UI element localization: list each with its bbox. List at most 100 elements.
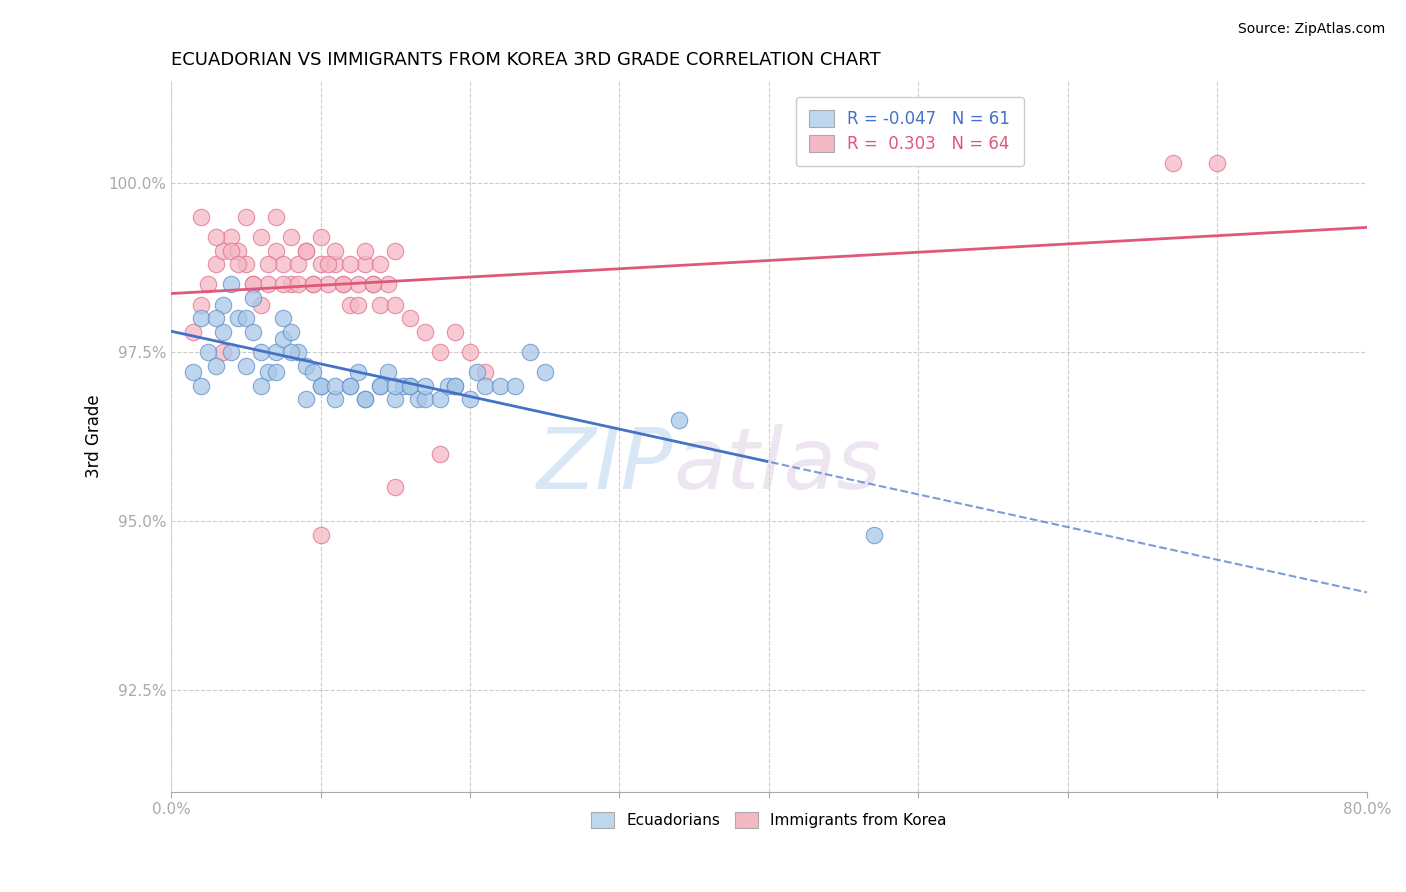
Point: [294, 244, 316, 258]
Point: [287, 277, 309, 292]
Point: [316, 257, 339, 271]
Point: [332, 277, 354, 292]
Point: [325, 257, 347, 271]
Point: [368, 298, 391, 312]
Text: ECUADORIAN VS IMMIGRANTS FROM KOREA 3RD GRADE CORRELATION CHART: ECUADORIAN VS IMMIGRANTS FROM KOREA 3RD …: [172, 51, 880, 69]
Point: [190, 379, 212, 393]
Point: [474, 379, 496, 393]
Point: [287, 345, 309, 359]
Point: [309, 257, 332, 271]
Point: [413, 379, 436, 393]
Point: [302, 365, 325, 379]
Point: [406, 392, 429, 407]
Point: [325, 392, 347, 407]
Point: [294, 359, 316, 373]
Point: [1206, 155, 1229, 169]
Point: [316, 277, 339, 292]
Point: [242, 277, 264, 292]
Point: [429, 392, 451, 407]
Point: [212, 298, 235, 312]
Point: [339, 298, 361, 312]
Point: [264, 365, 287, 379]
Point: [354, 244, 377, 258]
Point: [205, 230, 228, 244]
Point: [325, 379, 347, 393]
Point: [226, 244, 249, 258]
Point: [271, 257, 294, 271]
Point: [368, 379, 391, 393]
Text: Source: ZipAtlas.com: Source: ZipAtlas.com: [1237, 22, 1385, 37]
Point: [325, 244, 347, 258]
Point: [205, 311, 228, 326]
Point: [264, 210, 287, 224]
Point: [309, 528, 332, 542]
Point: [242, 277, 264, 292]
Point: [309, 379, 332, 393]
Point: [399, 311, 422, 326]
Legend: Ecuadorians, Immigrants from Korea: Ecuadorians, Immigrants from Korea: [585, 805, 953, 834]
Point: [533, 365, 555, 379]
Point: [226, 311, 249, 326]
Point: [361, 277, 384, 292]
Point: [264, 244, 287, 258]
Point: [235, 311, 257, 326]
Text: ZIP: ZIP: [537, 424, 673, 507]
Point: [271, 311, 294, 326]
Point: [391, 379, 413, 393]
Point: [280, 345, 302, 359]
Point: [368, 379, 391, 393]
Point: [235, 257, 257, 271]
Point: [399, 379, 422, 393]
Point: [212, 244, 235, 258]
Point: [384, 244, 406, 258]
Point: [280, 325, 302, 339]
Point: [474, 365, 496, 379]
Point: [489, 379, 512, 393]
Point: [205, 359, 228, 373]
Point: [668, 413, 690, 427]
Point: [377, 365, 399, 379]
Point: [257, 277, 280, 292]
Point: [332, 277, 354, 292]
Point: [1161, 155, 1184, 169]
Point: [384, 298, 406, 312]
Point: [212, 325, 235, 339]
Point: [354, 392, 377, 407]
Point: [339, 379, 361, 393]
Point: [212, 345, 235, 359]
Point: [384, 480, 406, 494]
Point: [458, 392, 481, 407]
Point: [384, 379, 406, 393]
Point: [190, 311, 212, 326]
Point: [257, 257, 280, 271]
Y-axis label: 3rd Grade: 3rd Grade: [86, 395, 103, 478]
Point: [354, 257, 377, 271]
Point: [377, 277, 399, 292]
Point: [444, 379, 467, 393]
Point: [280, 277, 302, 292]
Point: [219, 277, 242, 292]
Point: [242, 291, 264, 305]
Point: [384, 392, 406, 407]
Point: [339, 257, 361, 271]
Point: [361, 277, 384, 292]
Text: atlas: atlas: [673, 424, 882, 507]
Point: [249, 230, 271, 244]
Point: [249, 298, 271, 312]
Point: [467, 365, 489, 379]
Point: [302, 277, 325, 292]
Point: [429, 345, 451, 359]
Point: [271, 277, 294, 292]
Point: [436, 379, 458, 393]
Point: [503, 379, 526, 393]
Point: [429, 446, 451, 460]
Point: [249, 379, 271, 393]
Point: [219, 345, 242, 359]
Point: [519, 345, 541, 359]
Point: [347, 277, 370, 292]
Point: [280, 230, 302, 244]
Point: [235, 210, 257, 224]
Point: [294, 244, 316, 258]
Point: [399, 379, 422, 393]
Point: [242, 325, 264, 339]
